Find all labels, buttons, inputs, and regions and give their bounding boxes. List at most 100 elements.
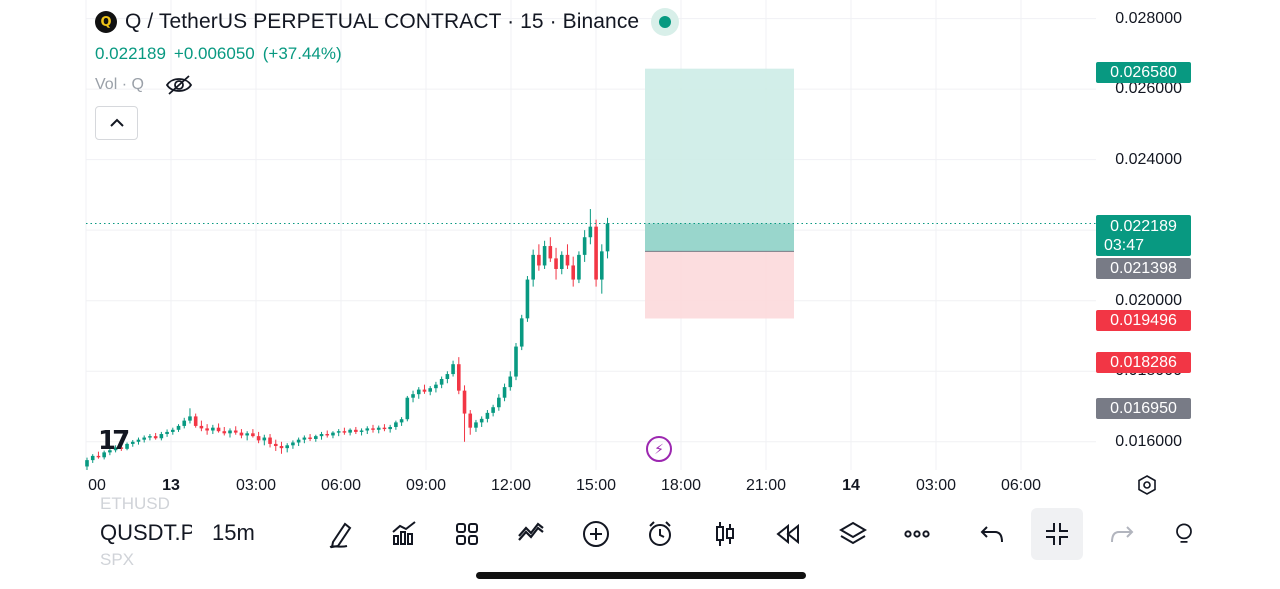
candle <box>577 251 581 284</box>
candle-body <box>548 246 553 259</box>
candle <box>199 420 204 432</box>
stop-zone <box>645 251 794 319</box>
add-icon <box>583 521 609 547</box>
candle-body <box>331 432 335 436</box>
candle-body <box>262 437 267 441</box>
time-axis-label: 03:00 <box>915 477 957 494</box>
candle-body <box>405 397 410 420</box>
candle-style-button[interactable] <box>699 508 751 560</box>
candle-body <box>285 445 289 449</box>
candle <box>319 431 324 440</box>
watchlist-prev-symbol[interactable]: ETHUSD <box>100 494 170 513</box>
price-change-pct: (+37.44%) <box>262 44 342 63</box>
candle-body <box>222 431 227 434</box>
candle <box>428 386 432 396</box>
more-icon <box>904 530 930 538</box>
candle <box>314 434 318 442</box>
add-button[interactable] <box>570 508 622 560</box>
volume-label[interactable]: Vol · Q <box>95 76 144 93</box>
candle <box>497 394 501 411</box>
symbol-title[interactable]: Q / TetherUS PERPETUAL CONTRACT · 15 · B… <box>125 10 640 33</box>
candle <box>559 251 564 275</box>
alert-button[interactable] <box>634 508 686 560</box>
minimize-icon <box>1046 523 1068 545</box>
home-indicator[interactable] <box>476 572 806 579</box>
candle-body <box>153 436 158 439</box>
candle-body <box>268 437 272 444</box>
undo-button[interactable] <box>966 508 1018 560</box>
candle <box>457 357 461 395</box>
candle <box>125 442 129 451</box>
candle <box>519 314 524 351</box>
time-axis-label: 06:00 <box>1000 477 1042 494</box>
candle <box>531 249 535 287</box>
candle <box>331 431 335 439</box>
lightning-event-icon[interactable]: ⚡ <box>646 436 672 462</box>
time-axis-label: 06:00 <box>320 477 362 494</box>
symbol-selector[interactable]: QUSDT.P <box>100 520 192 545</box>
price-summary: 0.022189 +0.006050 (+37.44%) <box>95 44 342 64</box>
indicators-button[interactable] <box>378 508 430 560</box>
axis-settings-icon[interactable] <box>1136 474 1158 496</box>
candle <box>85 457 89 470</box>
candle-body <box>239 432 244 436</box>
candle-body <box>296 439 301 443</box>
candle-body <box>171 429 175 432</box>
last-price: 0.022189 <box>95 44 166 63</box>
candle <box>382 424 387 432</box>
entry-price-tag: 0.021398 <box>1096 258 1191 279</box>
layers-button[interactable] <box>827 508 879 560</box>
candle <box>176 424 181 432</box>
interval-selector[interactable]: 15m <box>212 520 255 545</box>
candle <box>273 439 278 451</box>
candle-body <box>554 258 558 269</box>
stop-price-tag: 0.019496 <box>1096 310 1191 331</box>
candle-body <box>90 455 95 461</box>
candle-body <box>519 318 524 347</box>
more-button[interactable] <box>891 508 943 560</box>
candle-body <box>193 416 198 426</box>
candle-body <box>354 429 358 432</box>
redo-icon <box>1111 526 1134 543</box>
candle-body <box>514 346 518 377</box>
candle-body <box>314 436 318 439</box>
time-axis-label: 14 <box>842 477 860 494</box>
candle <box>113 445 118 453</box>
candle <box>479 416 484 427</box>
candle-body <box>130 441 135 444</box>
candle-body <box>365 428 370 431</box>
templates-button[interactable] <box>441 508 493 560</box>
price-axis-label: 0.026000 <box>1115 80 1182 98</box>
candle <box>514 343 518 381</box>
candle-body <box>582 237 587 255</box>
candle-body <box>336 431 341 433</box>
market-status-icon[interactable] <box>651 8 680 36</box>
candle-body <box>445 374 450 380</box>
candle <box>422 384 427 394</box>
candle <box>600 244 604 294</box>
candle-body <box>205 428 209 431</box>
candle <box>537 244 541 271</box>
coin-logo: Q <box>95 11 117 33</box>
candle-body <box>291 442 295 446</box>
candle <box>119 444 124 451</box>
candle <box>188 408 192 424</box>
candle-body <box>108 450 112 453</box>
draw-button[interactable] <box>315 508 367 560</box>
compare-button[interactable] <box>505 508 557 560</box>
candle-body <box>256 436 261 441</box>
candle <box>205 424 209 435</box>
replay-icon <box>776 523 799 545</box>
hidden-eye-icon[interactable] <box>164 74 194 96</box>
candle-body <box>279 446 284 449</box>
collapse-legend-button[interactable] <box>95 106 138 140</box>
redo-button[interactable] <box>1096 508 1148 560</box>
watchlist-next-symbol[interactable]: SPX <box>100 550 135 569</box>
candle <box>193 413 198 428</box>
replay-button[interactable] <box>762 508 814 560</box>
minimize-button[interactable] <box>1031 508 1083 560</box>
bulb-button[interactable] <box>1170 508 1198 560</box>
candle-body <box>182 420 187 426</box>
